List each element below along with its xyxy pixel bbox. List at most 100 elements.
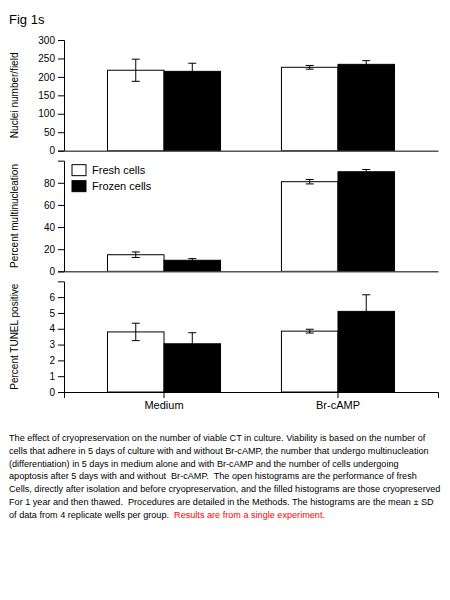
y-tick-mark bbox=[58, 227, 64, 228]
x-axis bbox=[65, 271, 439, 272]
y-tick-label: 0 bbox=[49, 145, 55, 156]
caption-text: of data from 4 replicate wells per group… bbox=[9, 510, 174, 520]
y-tick-mark bbox=[58, 329, 64, 330]
caption-line: The effect of cryopreservation on the nu… bbox=[9, 433, 426, 443]
caption-text: Cells, directly after isolation and befo… bbox=[9, 484, 440, 494]
legend-swatch bbox=[72, 165, 86, 176]
panel: 020406080Percent multinucleationFresh ce… bbox=[9, 161, 439, 277]
y-tick-label: 0 bbox=[49, 387, 55, 398]
y-tick: 20 bbox=[44, 244, 64, 255]
y-axis-line bbox=[58, 41, 65, 152]
y-tick: 0 bbox=[49, 266, 64, 277]
x-axis-line bbox=[65, 151, 439, 152]
y-tick: 4 bbox=[49, 323, 64, 334]
y-axis-title: Percent TUNEL positive bbox=[9, 283, 20, 390]
y-tick: 40 bbox=[44, 222, 64, 233]
y-tick: 100 bbox=[38, 108, 64, 119]
caption-line: of data from 4 replicate wells per group… bbox=[9, 510, 325, 520]
x-axis-line bbox=[65, 393, 439, 399]
y-tick-label: 5 bbox=[49, 308, 55, 319]
y-tick: 0 bbox=[49, 145, 64, 156]
error-bar bbox=[188, 259, 196, 262]
y-tick: 1 bbox=[49, 371, 64, 382]
caption-line: For 1 year and then thawed. Procedures a… bbox=[9, 497, 434, 507]
y-tick-label: 250 bbox=[38, 53, 55, 64]
legend-item: Fresh cells bbox=[72, 164, 146, 176]
x-tick-mark bbox=[337, 392, 338, 398]
y-axis-line bbox=[58, 282, 65, 393]
bar bbox=[281, 182, 338, 272]
bar bbox=[164, 71, 221, 150]
y-tick-label: 150 bbox=[38, 90, 55, 101]
y-tick-mark bbox=[58, 58, 64, 59]
y-tick-label: 3 bbox=[49, 339, 55, 350]
y-tick-mark bbox=[58, 95, 64, 96]
y-tick-label: 40 bbox=[44, 222, 56, 233]
y-tick-mark bbox=[58, 114, 64, 115]
caption-line: apoptosis after 5 days with and without … bbox=[9, 471, 417, 481]
bar bbox=[281, 331, 338, 392]
series bbox=[164, 295, 394, 392]
x-tick-mark bbox=[164, 392, 165, 398]
y-axis-line bbox=[58, 161, 65, 272]
y-tick: 60 bbox=[44, 200, 64, 211]
panel: 050100150200250300Nuclei number/field bbox=[9, 35, 439, 157]
plot-marks bbox=[107, 59, 394, 150]
series bbox=[107, 59, 337, 150]
plot-marks bbox=[107, 295, 394, 392]
x-tick-label: Medium bbox=[144, 399, 183, 411]
caption-text: apoptosis after 5 days with and without … bbox=[9, 471, 417, 481]
error-bar bbox=[306, 179, 314, 183]
y-tick-mark bbox=[58, 132, 64, 133]
caption-text: (differentiation) in 5 days in medium al… bbox=[9, 459, 399, 469]
error-bar bbox=[132, 323, 140, 340]
caption-text: For 1 year and then thawed. Procedures a… bbox=[9, 497, 434, 507]
y-axis: 0 1 2 3 4 5 6 bbox=[49, 282, 64, 398]
y-tick: 80 bbox=[44, 178, 64, 189]
y-axis: 0 20 40 60 80 bbox=[44, 161, 65, 277]
y-tick: 3 bbox=[49, 339, 64, 350]
y-tick: 50 bbox=[44, 127, 64, 138]
x-tick: Br-cAMP bbox=[316, 392, 360, 411]
y-tick-label: 2 bbox=[49, 355, 55, 366]
y-tick-mark bbox=[58, 151, 64, 152]
chart-figure: 050100150200250300Nuclei number/fieldFig… bbox=[0, 0, 450, 600]
y-tick: 250 bbox=[38, 53, 64, 64]
y-tick-label: 1 bbox=[49, 371, 55, 382]
error-bar bbox=[188, 333, 196, 355]
x-axis-line bbox=[65, 271, 439, 272]
x-axis bbox=[65, 151, 439, 152]
bar bbox=[281, 67, 338, 150]
caption: The effect of cryopreservation on the nu… bbox=[9, 433, 440, 520]
y-tick-mark bbox=[58, 297, 64, 298]
bar bbox=[107, 70, 164, 150]
x-axis: Medium Br-cAMP bbox=[65, 392, 439, 411]
y-tick-mark bbox=[58, 183, 64, 184]
caption-text: Results are from a single experiment. bbox=[174, 510, 325, 520]
error-bar bbox=[362, 61, 370, 68]
y-tick-mark bbox=[58, 205, 64, 206]
y-tick: 200 bbox=[38, 72, 64, 83]
y-tick-mark bbox=[58, 392, 64, 393]
legend: Fresh cellsFrozen cells bbox=[72, 164, 152, 192]
y-tick: 6 bbox=[49, 292, 64, 303]
y-tick-mark bbox=[58, 345, 64, 346]
y-tick-label: 100 bbox=[38, 108, 55, 119]
panel: 0 1 2 3 4 5 6 Medium Br-cAMP Percent TUNEL positi… bbox=[9, 282, 439, 411]
caption-line: Cells, directly after isolation and befo… bbox=[9, 484, 440, 494]
y-tick: 0 bbox=[49, 387, 64, 398]
y-tick-label: 60 bbox=[44, 200, 56, 211]
title: Fig 1s bbox=[9, 12, 45, 27]
series bbox=[107, 179, 337, 271]
y-tick: 5 bbox=[49, 308, 64, 319]
y-tick-mark bbox=[58, 77, 64, 78]
y-tick-mark bbox=[58, 313, 64, 314]
error-bar bbox=[362, 170, 370, 174]
y-tick: 300 bbox=[38, 35, 64, 46]
series bbox=[164, 170, 394, 272]
x-tick: Medium bbox=[144, 392, 183, 411]
caption-text: The effect of cryopreservation on the nu… bbox=[9, 433, 426, 443]
y-axis: 0 50 100 150 200 250 300 bbox=[38, 35, 64, 157]
y-tick-label: 6 bbox=[49, 292, 55, 303]
y-tick-mark bbox=[58, 40, 64, 41]
